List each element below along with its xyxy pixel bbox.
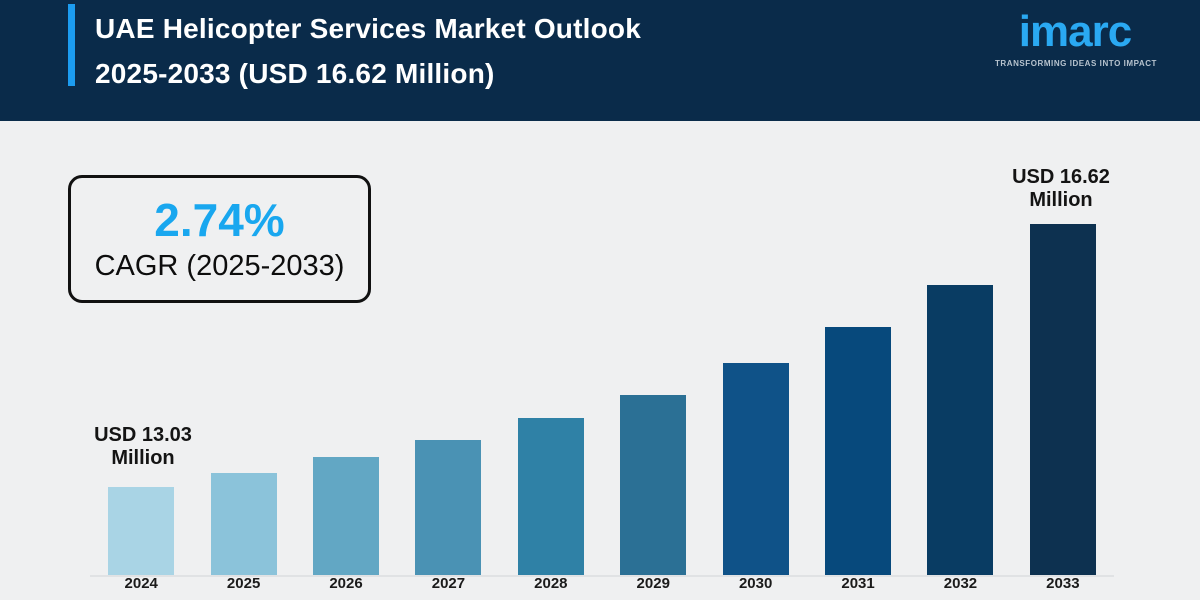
bar-column-2033 (1012, 140, 1114, 575)
page-title-line1: UAE Helicopter Services Market Outlook (95, 13, 641, 44)
bar-2031 (825, 327, 892, 575)
bar-column-2032 (909, 140, 1011, 575)
x-axis-tick-labels: 2024 2025 2026 2027 2028 2029 2030 2031 2032 2033 (90, 575, 1114, 595)
x-tick-2033: 2033 (1046, 575, 1080, 592)
bar-2027 (415, 440, 482, 575)
imarc-logo: imarc TRANSFORMING IDEAS INTO IMPACT (995, 6, 1157, 68)
annotation-2033-line2: Million (1029, 189, 1093, 211)
bar-2032 (927, 285, 994, 575)
bar-2033 (1029, 224, 1096, 575)
x-tick-2030: 2030 (738, 575, 773, 592)
bar-column-2025 (192, 140, 294, 575)
bar-column-2029 (602, 140, 704, 575)
bar-column-2024 (90, 140, 192, 575)
x-tick-2032: 2032 (943, 575, 978, 592)
imarc-logo-wordmark: imarc (1018, 7, 1132, 56)
bar-2029 (620, 395, 687, 575)
cagr-box: 2.74% CAGR (2025-2033) (68, 175, 371, 303)
bar-column-2028 (500, 140, 602, 575)
x-tick-2031: 2031 (841, 575, 875, 592)
cagr-value: 2.74% (154, 194, 285, 246)
bar-2026 (313, 457, 380, 575)
bar-column-2030 (704, 140, 806, 575)
x-tick-2026: 2026 (329, 575, 363, 592)
bars-area (90, 140, 1114, 575)
x-tick-2028: 2028 (534, 575, 568, 592)
x-tick-2024: 2024 (124, 575, 158, 592)
x-tick-2025: 2025 (226, 575, 261, 592)
page-title-line2: 2025-2033 (USD 16.62 Million) (95, 58, 495, 89)
x-tick-2029: 2029 (636, 575, 670, 592)
imarc-logo-tagline: TRANSFORMING IDEAS INTO IMPACT (995, 59, 1157, 68)
x-tick-2027: 2027 (431, 575, 466, 592)
cagr-label: CAGR (2025-2033) (94, 250, 345, 282)
title-accent-bar (68, 4, 75, 86)
bar-column-2031 (807, 140, 909, 575)
annotation-2033-line1: USD 16.62 (1012, 166, 1110, 188)
annotation-2033-value: USD 16.62 Million (991, 166, 1131, 212)
bar-column-2027 (397, 140, 499, 575)
bar-2025 (210, 473, 277, 575)
bar-2024 (108, 487, 175, 575)
annotation-2024-line1: USD 13.03 (94, 424, 192, 446)
bar-chart: 2024 2025 2026 2027 2028 2029 2030 2031 2032 2033… (90, 140, 1114, 595)
annotation-2024-line2: Million (111, 447, 175, 469)
bar-2030 (722, 363, 789, 575)
bar-column-2026 (295, 140, 397, 575)
bar-2028 (517, 418, 584, 575)
page-title: UAE Helicopter Services Market Outlook 2… (95, 6, 641, 96)
annotation-2024-value: USD 13.03 Million (78, 424, 208, 470)
header: UAE Helicopter Services Market Outlook 2… (0, 0, 1200, 121)
x-axis-line (90, 575, 1114, 577)
